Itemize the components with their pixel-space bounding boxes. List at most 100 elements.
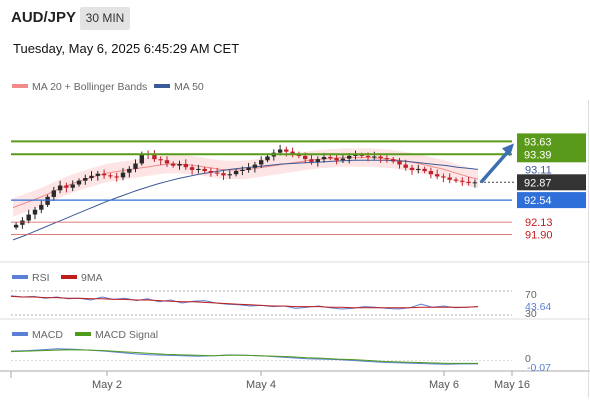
resistance-label: 93.39 (524, 149, 552, 161)
candle-body (20, 220, 25, 225)
current-price-label: 92.87 (524, 177, 552, 189)
candle-body (64, 185, 69, 188)
candle-body (315, 159, 320, 162)
minor-support-label: 91.90 (525, 230, 553, 242)
minor-support-label: 92.13 (525, 217, 553, 229)
candle-body (133, 163, 138, 169)
candle-body (265, 156, 270, 161)
timestamp: Tuesday, May 6, 2025 6:45:29 AM CET (13, 41, 240, 56)
candle-body (108, 175, 113, 177)
candle-body (89, 175, 94, 178)
candle-body (196, 168, 201, 170)
candle-body (202, 168, 207, 172)
candle-body (246, 167, 251, 170)
macd-signal-line (10, 349, 478, 364)
candle-body (189, 167, 195, 170)
legend-label-ma50: MA 50 (174, 81, 204, 93)
candle-body (460, 180, 465, 182)
legend-swatch-ma20 (12, 84, 28, 88)
candle-body (152, 154, 157, 160)
candle-body (447, 177, 452, 180)
candle-body (13, 224, 19, 228)
x-tick-label: May 4 (246, 379, 276, 391)
rsi-tick-30: 30 (525, 308, 537, 320)
candle-body (227, 174, 232, 176)
support-label-box (517, 192, 586, 209)
candle-body (321, 157, 327, 160)
support-label: 92.54 (524, 195, 552, 207)
candle-body (26, 214, 31, 221)
legend-label-ma20: MA 20 + Bollinger Bands (32, 81, 147, 93)
rsi-ma-line (10, 295, 479, 309)
candle-body (365, 155, 371, 157)
candle-body (416, 168, 421, 170)
candle-body (409, 167, 415, 170)
macd-current-label: -0.07 (527, 362, 551, 374)
candle-body (334, 158, 339, 161)
candle-body (252, 164, 258, 168)
candle-body (171, 163, 176, 166)
candle-body (51, 190, 56, 197)
legend-swatch-ma50 (154, 84, 170, 88)
candle-body (95, 173, 100, 176)
candle-body (70, 184, 75, 188)
candle-body (328, 157, 333, 159)
candle-body (139, 153, 144, 164)
candle-body (127, 168, 132, 173)
rsi-line (10, 295, 479, 310)
candle-body (39, 204, 44, 210)
candle-body (32, 209, 38, 215)
resistance-label-box (517, 133, 586, 150)
resistance-label-box (517, 146, 586, 163)
timeframe-badge[interactable]: 30 MIN (80, 7, 130, 30)
bollinger-band (13, 148, 478, 217)
macd-tick-zero: 0 (525, 353, 531, 365)
candle-body (158, 159, 163, 161)
candle-body (359, 154, 364, 156)
candle-body (57, 185, 63, 191)
candle-body (466, 181, 471, 183)
candle-body (340, 158, 346, 161)
candle-body (284, 149, 289, 152)
candle-body (435, 174, 440, 177)
rsi-legend: RSI 9MA (12, 272, 103, 284)
rsi-tick-70: 70 (525, 289, 537, 301)
x-tick-label: May 6 (429, 379, 459, 391)
candle-body (259, 160, 264, 165)
legend-label-macd: MACD (32, 329, 63, 341)
x-tick-label: May 16 (494, 379, 530, 391)
candle-body (378, 156, 383, 159)
candle-body (422, 168, 427, 172)
projection-arrow-shaft (479, 148, 512, 184)
candle-body (453, 179, 459, 181)
candle-body (221, 173, 226, 176)
candle-body (215, 172, 220, 174)
ma50-value-label: 93.11 (525, 164, 552, 176)
candle-body (472, 182, 478, 184)
price-legend: MA 20 + Bollinger Bands MA 50 (12, 81, 204, 93)
candle-body (233, 171, 239, 175)
current-price-box (517, 174, 586, 191)
rsi-current-label: 43.64 (525, 301, 551, 313)
candle-body (45, 196, 50, 205)
candle-body (309, 159, 314, 162)
candle-body (403, 164, 408, 168)
candle-body (76, 180, 82, 185)
ma50-line (12, 159, 479, 241)
symbol-title: AUD/JPY (11, 9, 77, 26)
x-tick-label: May 2 (92, 379, 122, 391)
candle-body (391, 159, 396, 162)
legend-label-macd-signal: MACD Signal (95, 329, 158, 341)
candle-body (208, 171, 214, 173)
x-axis: May 2 May 4 May 6 May 16 (10, 371, 530, 391)
candle-body (303, 155, 308, 160)
legend-swatch-macd (12, 332, 28, 336)
candle-body (372, 156, 377, 158)
candle-body (164, 160, 170, 164)
chart-header: AUD/JPY 30 MIN (0, 0, 590, 34)
candle-body (428, 171, 434, 175)
candle-body (347, 155, 352, 159)
macd-legend: MACD MACD Signal (12, 329, 158, 341)
legend-swatch-rsi (12, 275, 28, 279)
